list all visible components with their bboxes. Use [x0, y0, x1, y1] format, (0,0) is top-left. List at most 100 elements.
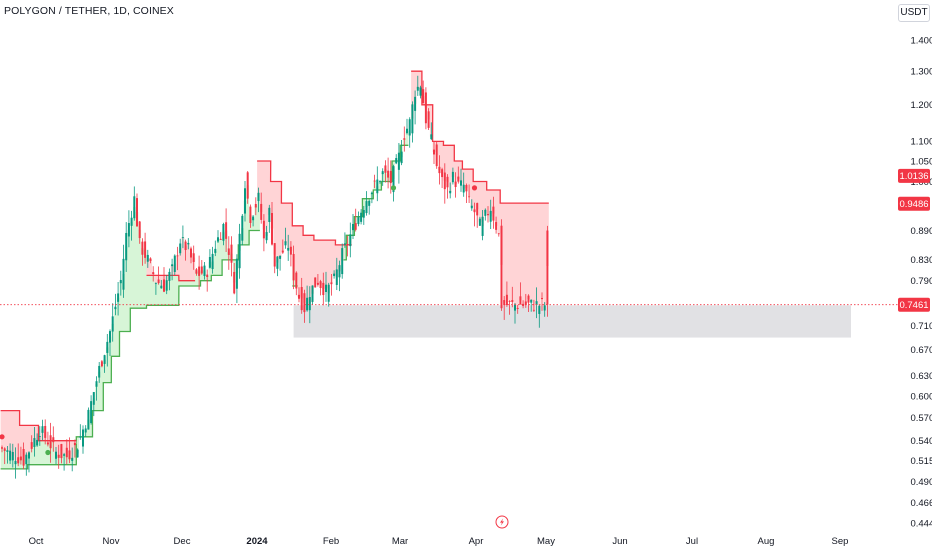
candle-body — [446, 176, 449, 188]
candle-body — [370, 192, 373, 195]
candle-body — [492, 206, 495, 221]
candle-body — [454, 181, 457, 188]
candle-body — [168, 271, 171, 281]
candle-body — [397, 152, 400, 170]
signal-marker — [390, 185, 397, 191]
candle-body — [260, 203, 263, 220]
candle-body — [346, 244, 349, 245]
candle-body — [516, 307, 519, 309]
candle-body — [149, 258, 152, 261]
candle-body — [489, 210, 492, 222]
candle-body — [325, 284, 327, 292]
candle-body — [165, 280, 168, 291]
candle-body — [203, 265, 206, 277]
candle-body — [95, 381, 98, 387]
candle-body — [206, 274, 209, 277]
candle-body — [271, 213, 273, 245]
candle-body — [176, 255, 179, 257]
x-tick-label: Jul — [686, 536, 698, 547]
candle-body — [300, 286, 303, 311]
candle-body — [262, 220, 265, 239]
candle-body — [133, 196, 136, 219]
candle-body — [435, 144, 438, 167]
candle-body — [230, 244, 233, 263]
candle-body — [414, 96, 417, 111]
price-tag-box — [898, 168, 930, 183]
candle-body — [22, 449, 25, 466]
support-band-line — [0, 229, 260, 470]
resistance-band-fill — [411, 71, 549, 311]
x-axis[interactable]: Oct Nov Dec 2024 Feb Mar Apr May Jun Jul Aug Sep — [29, 536, 849, 547]
supertrend-bands-layer — [0, 70, 549, 470]
x-tick-label: Aug — [758, 536, 775, 547]
candle-body — [71, 457, 74, 461]
candle-body — [484, 209, 487, 216]
candle-body — [208, 257, 211, 268]
candle-body — [84, 428, 87, 433]
candle-body — [381, 171, 384, 175]
candle-body — [65, 447, 68, 458]
candle-body — [233, 271, 236, 294]
candle-body — [443, 172, 446, 190]
currency-button[interactable]: USDT — [898, 4, 930, 22]
candle-body — [14, 461, 17, 465]
candle-body — [465, 184, 468, 192]
candle-body — [508, 301, 511, 302]
candle-body — [338, 265, 341, 278]
candle-body — [44, 425, 47, 438]
candle-body — [514, 304, 516, 311]
candle-body — [281, 250, 284, 253]
price-tag-box — [898, 297, 930, 312]
x-tick-label: Jun — [612, 536, 627, 547]
resistance-band-fill — [257, 161, 352, 304]
candle-body — [192, 253, 195, 262]
x-tick-label: May — [537, 536, 555, 547]
candle-body — [376, 179, 379, 194]
x-tick-label: Oct — [29, 536, 44, 547]
candle-body — [73, 442, 76, 446]
candle-body — [457, 176, 460, 182]
signal-marker — [0, 434, 5, 440]
candle-body — [127, 223, 130, 237]
candle-body — [470, 205, 473, 209]
candle-body — [257, 192, 260, 202]
candle-body — [249, 206, 252, 223]
y-axis[interactable]: 1.40001.30001.20001.10001.05001.00000.89… — [910, 35, 932, 529]
price-tags-layer: 1.0136 0.9486 0.7461 — [898, 168, 930, 312]
candle-body — [41, 426, 44, 433]
lightning-icon[interactable] — [495, 515, 509, 529]
candle-body — [57, 454, 60, 458]
candle-body — [295, 272, 298, 289]
signal-marker — [471, 185, 478, 191]
candle-body — [433, 149, 435, 155]
candle-body — [333, 273, 336, 277]
candle-body — [379, 181, 381, 183]
candle-body — [468, 196, 471, 198]
candle-body — [11, 451, 14, 461]
signal-markers-layer — [0, 185, 478, 456]
candle-body — [284, 241, 287, 246]
candle-body — [103, 355, 106, 364]
candle-body — [82, 429, 84, 447]
candle-body — [141, 241, 144, 255]
candle-body — [235, 258, 238, 289]
candle-body — [171, 264, 174, 267]
candle-body — [279, 255, 282, 259]
candle-body — [1, 447, 3, 449]
candle-body — [28, 452, 30, 459]
candle-body — [462, 184, 465, 193]
candle-body — [387, 170, 390, 178]
candle-body — [46, 442, 49, 445]
candle-body — [90, 401, 93, 424]
candle-body — [430, 134, 433, 140]
support-zone-layer — [293, 305, 852, 338]
candle-body — [276, 256, 279, 269]
